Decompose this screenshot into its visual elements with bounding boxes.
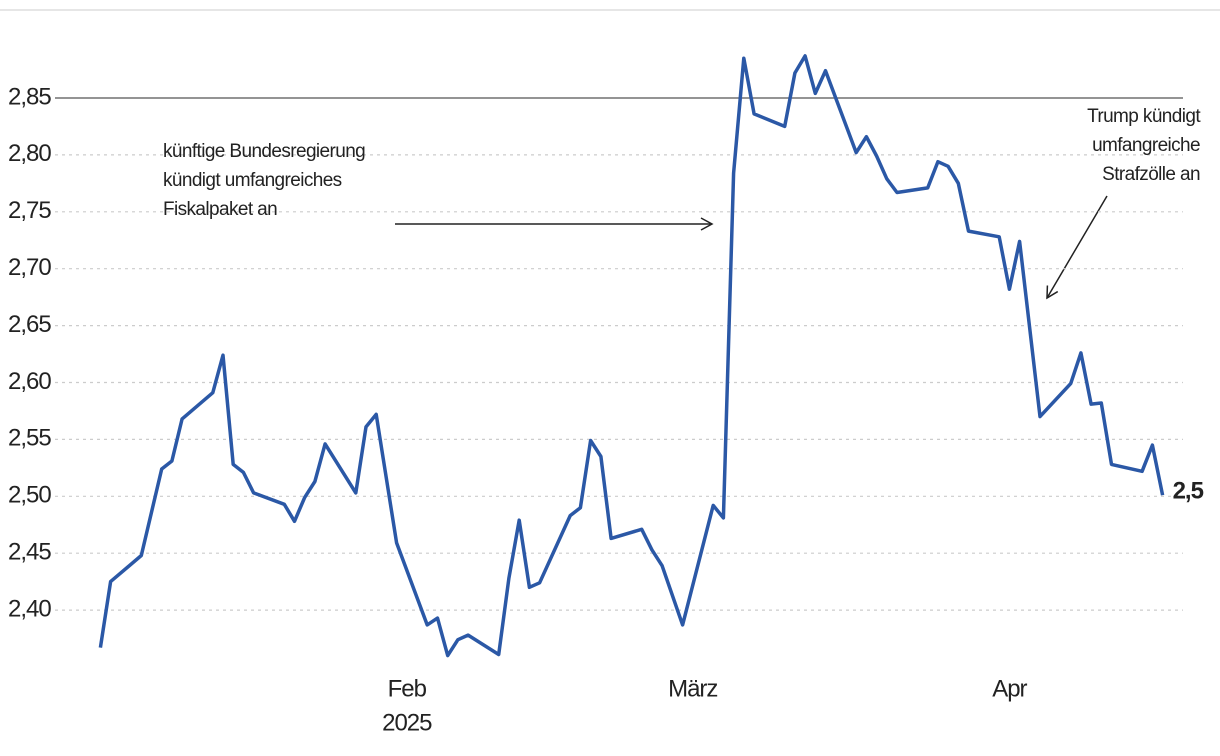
y-tick-label: 2,60 bbox=[8, 368, 51, 395]
annotation: umfangreiche bbox=[1092, 135, 1200, 156]
annotation: Strafzölle an bbox=[1102, 164, 1200, 185]
y-tick-label: 2,70 bbox=[8, 254, 51, 281]
x-tick-label: Feb bbox=[388, 675, 427, 702]
y-tick-label: 2,55 bbox=[8, 425, 51, 452]
y-tick-label: 2,65 bbox=[8, 311, 51, 338]
end-value-label: 2,5 bbox=[1173, 477, 1204, 504]
annotation: kündigt umfangreiches bbox=[163, 170, 342, 191]
annotation: künftige Bundesregierung bbox=[163, 141, 365, 162]
y-tick-label: 2,85 bbox=[8, 83, 51, 110]
x-axis-label: 2025 bbox=[382, 709, 432, 736]
data-line bbox=[98, 54, 1165, 658]
annotation: Fiskalpaket an bbox=[163, 199, 277, 220]
y-tick-label: 2,45 bbox=[8, 539, 51, 566]
y-tick-label: 2,50 bbox=[8, 482, 51, 509]
annotation: Trump kündigt bbox=[1087, 106, 1201, 127]
y-tick-label: 2,80 bbox=[8, 140, 51, 167]
y-tick-label: 2,75 bbox=[8, 197, 51, 224]
y-tick-label: 2,40 bbox=[8, 595, 51, 622]
annotation-arrow bbox=[1046, 195, 1108, 300]
x-tick-label: März bbox=[668, 675, 717, 702]
x-tick-label: Apr bbox=[992, 675, 1027, 702]
